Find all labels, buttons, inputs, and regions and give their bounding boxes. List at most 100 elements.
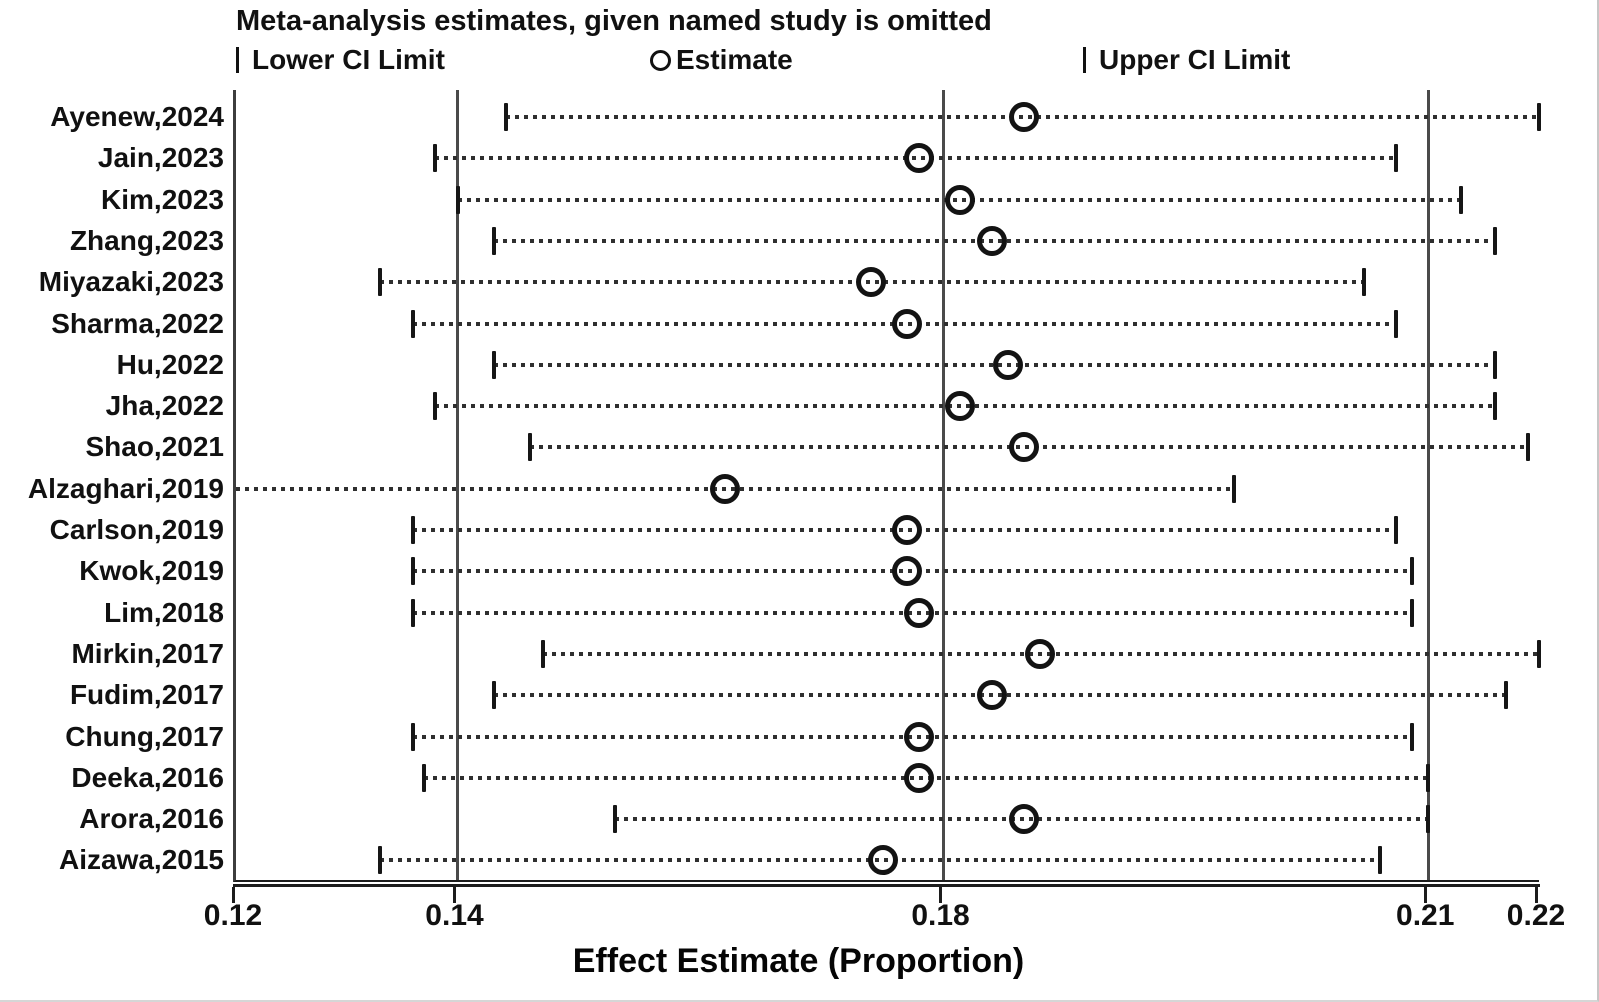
estimate-marker — [892, 308, 923, 339]
x-tick-label: 0.14 — [425, 899, 484, 932]
lower-ci-marker — [613, 805, 618, 834]
gridline-0.14 — [456, 90, 459, 880]
upper-ci-tick-icon — [1083, 47, 1086, 73]
study-label: Lim,2018 — [104, 596, 224, 628]
x-tick-mark — [939, 887, 943, 903]
upper-ci-marker — [1393, 309, 1398, 338]
legend-label-lower-ci: Lower CI Limit — [252, 44, 445, 75]
upper-ci-marker — [1410, 722, 1415, 751]
upper-ci-marker — [1537, 639, 1541, 668]
y-axis-labels: Ayenew,2024 Jain,2023 Kim,2023 Zhang,2023 Mi… — [0, 90, 226, 880]
estimate-circle-icon — [650, 49, 671, 71]
upper-ci-marker — [1426, 805, 1431, 834]
legend-label-upper-ci: Upper CI Limit — [1099, 44, 1291, 75]
upper-ci-marker — [1410, 598, 1415, 627]
upper-ci-marker — [1492, 350, 1497, 379]
estimate-marker — [904, 143, 935, 174]
lower-ci-tick-icon — [236, 47, 239, 73]
study-label: Miyazaki,2023 — [38, 266, 224, 298]
lower-ci-marker — [491, 350, 496, 379]
upper-ci-marker — [1492, 226, 1497, 255]
lower-ci-marker — [411, 722, 416, 751]
gridline-0.21 — [1426, 90, 1430, 880]
estimate-marker — [855, 267, 886, 298]
upper-ci-marker — [1393, 516, 1398, 544]
estimate-marker — [944, 184, 975, 215]
upper-ci-marker — [1459, 185, 1464, 214]
lower-ci-marker — [433, 144, 438, 173]
lower-ci-marker — [411, 598, 416, 627]
estimate-marker — [904, 721, 935, 752]
study-label: Chung,2017 — [65, 720, 224, 752]
lower-ci-marker — [528, 433, 533, 462]
lower-ci-marker — [504, 103, 509, 131]
lower-ci-marker — [377, 846, 382, 875]
legend-item-lower-ci: Lower CI Limit — [236, 44, 445, 76]
estimate-marker — [1009, 804, 1040, 835]
chart-title: Meta-analysis estimates, given named stu… — [236, 5, 992, 37]
legend-item-upper-ci: Upper CI Limit — [1083, 44, 1290, 76]
x-axis: 0.12 0.14 0.18 0.21 0.22 — [204, 887, 1565, 957]
x-tick-label: 0.12 — [203, 899, 263, 932]
estimate-marker — [944, 391, 975, 422]
x-tick-mark — [453, 887, 456, 903]
study-label: Zhang,2023 — [69, 224, 224, 256]
upper-ci-marker — [1503, 681, 1508, 710]
estimate-marker — [993, 349, 1024, 380]
upper-ci-marker — [1492, 392, 1497, 421]
study-label: Arora,2016 — [79, 803, 224, 835]
x-tick-label: 0.22 — [1506, 899, 1566, 932]
estimate-marker — [904, 597, 935, 628]
lower-ci-marker — [455, 185, 460, 214]
study-label: Alzaghari,2019 — [27, 472, 224, 504]
study-label: Kwok,2019 — [79, 555, 224, 587]
estimate-marker — [977, 680, 1007, 711]
lower-ci-marker — [411, 309, 416, 338]
study-label: Carlson,2019 — [49, 514, 224, 545]
study-label: Hu,2022 — [116, 348, 224, 380]
lower-ci-marker — [411, 557, 416, 586]
x-tick-mark — [1423, 887, 1427, 903]
upper-ci-marker — [1393, 144, 1398, 173]
study-label: Jain,2023 — [97, 142, 224, 174]
x-axis-title: Effect Estimate (Proportion) — [572, 942, 1025, 980]
study-label: Jha,2022 — [105, 390, 224, 422]
estimate-marker — [904, 762, 935, 793]
study-label: Ayenew,2024 — [50, 101, 224, 132]
plot-area — [233, 90, 1541, 887]
lower-ci-marker — [491, 681, 496, 710]
upper-ci-marker — [1537, 103, 1541, 131]
lower-ci-marker — [540, 639, 545, 668]
upper-ci-marker — [1377, 846, 1382, 875]
upper-ci-marker — [1410, 557, 1415, 586]
lower-ci-marker — [491, 226, 496, 255]
x-tick-label: 0.21 — [1396, 899, 1455, 932]
estimate-marker — [977, 225, 1007, 256]
upper-ci-marker — [1232, 474, 1237, 503]
estimate-marker — [892, 556, 923, 587]
legend-item-estimate: Estimate — [650, 44, 793, 76]
study-label: Kim,2023 — [101, 183, 224, 215]
estimate-marker — [1009, 432, 1040, 463]
estimate-marker — [867, 845, 898, 876]
upper-ci-marker — [1525, 433, 1530, 462]
upper-ci-marker — [1426, 763, 1431, 792]
estimate-marker — [709, 473, 740, 504]
upper-ci-marker — [1361, 268, 1366, 297]
x-tick-label: 0.18 — [911, 899, 970, 932]
lower-ci-marker — [411, 516, 416, 544]
x-tick-mark — [1534, 887, 1538, 903]
study-label: Mirkin,2017 — [71, 637, 224, 669]
study-label: Fudim,2017 — [69, 679, 224, 711]
study-label: Aizawa,2015 — [59, 844, 224, 876]
gridline-0.18 — [942, 90, 946, 880]
estimate-marker — [1025, 638, 1056, 669]
estimate-marker — [1009, 102, 1040, 132]
x-tick-mark — [231, 887, 235, 903]
lower-ci-marker — [377, 268, 382, 297]
lower-ci-marker — [422, 763, 427, 792]
study-label: Deeka,2016 — [71, 761, 224, 793]
estimate-marker — [892, 515, 923, 545]
legend-label-estimate: Estimate — [676, 44, 793, 75]
